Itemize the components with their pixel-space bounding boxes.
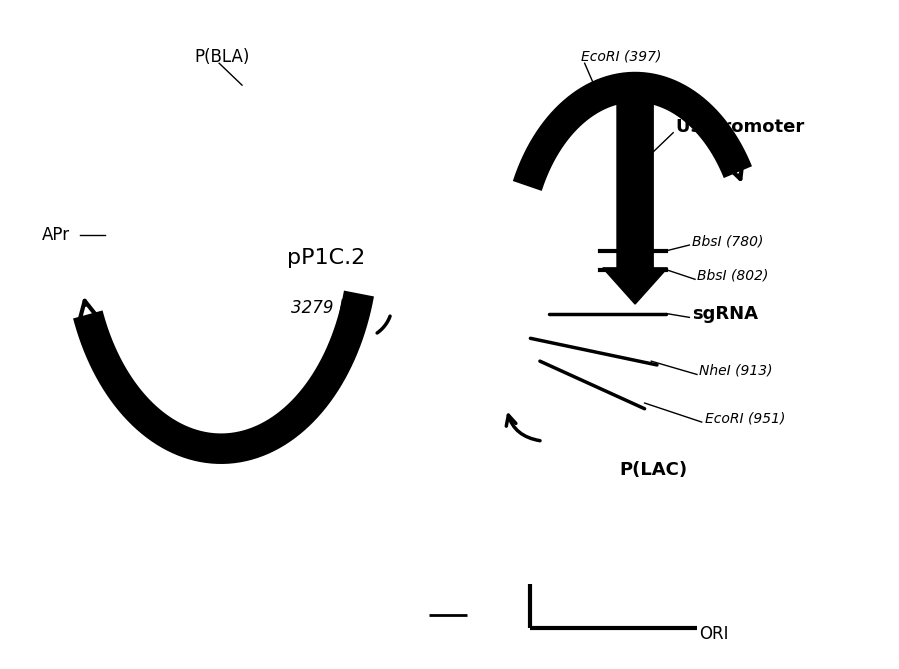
FancyArrow shape — [602, 101, 667, 304]
Text: EcoRI (951): EcoRI (951) — [705, 411, 785, 425]
Text: sgRNA: sgRNA — [692, 304, 758, 322]
Text: U3 Promoter: U3 Promoter — [676, 118, 805, 136]
Text: EcoRI (397): EcoRI (397) — [581, 50, 662, 64]
Text: NheI (913): NheI (913) — [699, 364, 772, 378]
Text: pP1C.2: pP1C.2 — [287, 248, 365, 268]
Text: BbsI (802): BbsI (802) — [697, 268, 769, 282]
Text: P(BLA): P(BLA) — [194, 47, 250, 66]
Text: APr: APr — [42, 225, 70, 244]
Text: P(LAC): P(LAC) — [619, 461, 687, 478]
Text: 3279 bp: 3279 bp — [291, 299, 360, 317]
Text: ORI: ORI — [699, 626, 728, 644]
Text: BbsI (780): BbsI (780) — [692, 234, 763, 248]
